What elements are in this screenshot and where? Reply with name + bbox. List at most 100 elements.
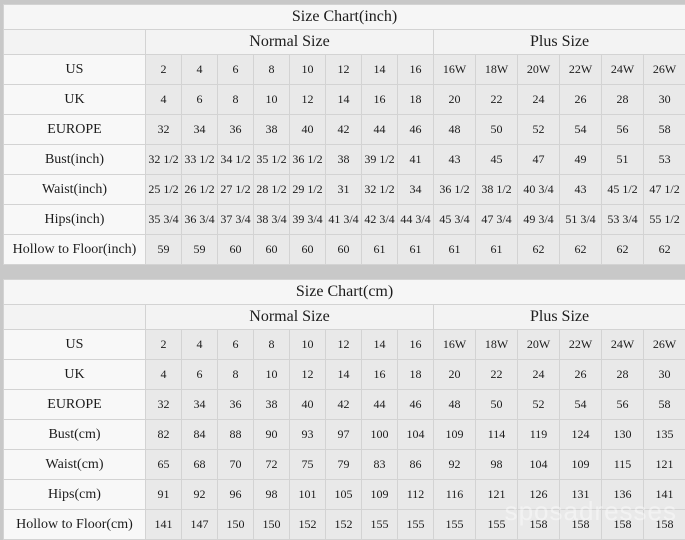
size-value-cell: 93 — [290, 420, 326, 450]
size-value-cell: 62 — [560, 235, 602, 265]
size-value-cell: 158 — [644, 510, 685, 540]
size-value-cell: 22W — [560, 330, 602, 360]
size-value-cell: 28 1/2 — [254, 175, 290, 205]
size-value-cell: 28 — [602, 360, 644, 390]
size-value-cell: 6 — [218, 55, 254, 85]
size-value-cell: 18 — [398, 360, 434, 390]
size-value-cell: 98 — [476, 450, 518, 480]
size-value-cell: 61 — [476, 235, 518, 265]
size-value-cell: 27 1/2 — [218, 175, 254, 205]
row-label: Bust(inch) — [4, 145, 146, 175]
size-value-cell: 155 — [434, 510, 476, 540]
size-value-cell: 82 — [146, 420, 182, 450]
size-value-cell: 4 — [182, 55, 218, 85]
size-value-cell: 12 — [290, 85, 326, 115]
size-value-cell: 42 — [326, 115, 362, 145]
size-value-cell: 61 — [362, 235, 398, 265]
size-value-cell: 30 — [644, 360, 685, 390]
size-value-cell: 45 3/4 — [434, 205, 476, 235]
size-value-cell: 114 — [476, 420, 518, 450]
size-value-cell: 12 — [326, 55, 362, 85]
size-value-cell: 52 — [518, 115, 560, 145]
size-value-cell: 52 — [518, 390, 560, 420]
size-value-cell: 20W — [518, 330, 560, 360]
size-value-cell: 36 3/4 — [182, 205, 218, 235]
size-value-cell: 124 — [560, 420, 602, 450]
size-value-cell: 150 — [254, 510, 290, 540]
size-value-cell: 158 — [518, 510, 560, 540]
size-value-cell: 8 — [254, 55, 290, 85]
size-value-cell: 60 — [290, 235, 326, 265]
size-value-cell: 51 — [602, 145, 644, 175]
size-value-cell: 62 — [602, 235, 644, 265]
size-value-cell: 38 1/2 — [476, 175, 518, 205]
size-value-cell: 8 — [218, 85, 254, 115]
size-value-cell: 22W — [560, 55, 602, 85]
size-value-cell: 26 — [560, 360, 602, 390]
size-value-cell: 109 — [362, 480, 398, 510]
size-value-cell: 24 — [518, 85, 560, 115]
size-value-cell: 116 — [434, 480, 476, 510]
size-value-cell: 86 — [398, 450, 434, 480]
size-value-cell: 36 — [218, 115, 254, 145]
size-value-cell: 152 — [290, 510, 326, 540]
size-value-cell: 119 — [518, 420, 560, 450]
size-value-cell: 98 — [254, 480, 290, 510]
size-value-cell: 22 — [476, 360, 518, 390]
size-value-cell: 39 1/2 — [362, 145, 398, 175]
size-value-cell: 50 — [476, 115, 518, 145]
row-label: Hollow to Floor(inch) — [4, 235, 146, 265]
size-value-cell: 35 3/4 — [146, 205, 182, 235]
size-value-cell: 20 — [434, 85, 476, 115]
size-value-cell: 109 — [560, 450, 602, 480]
size-value-cell: 16 — [362, 360, 398, 390]
size-value-cell: 42 — [326, 390, 362, 420]
group-header: Plus Size — [434, 305, 685, 330]
size-value-cell: 26 — [560, 85, 602, 115]
size-value-cell: 101 — [290, 480, 326, 510]
size-value-cell: 61 — [398, 235, 434, 265]
size-value-cell: 158 — [560, 510, 602, 540]
size-value-cell: 58 — [644, 115, 685, 145]
size-value-cell: 62 — [518, 235, 560, 265]
size-value-cell: 16W — [434, 55, 476, 85]
size-value-cell: 48 — [434, 390, 476, 420]
size-value-cell: 91 — [146, 480, 182, 510]
size-value-cell: 40 — [290, 115, 326, 145]
row-label: Waist(cm) — [4, 450, 146, 480]
size-value-cell: 100 — [362, 420, 398, 450]
corner-cell — [4, 305, 146, 330]
size-value-cell: 44 — [362, 390, 398, 420]
size-value-cell: 28 — [602, 85, 644, 115]
size-value-cell: 45 1/2 — [602, 175, 644, 205]
size-value-cell: 112 — [398, 480, 434, 510]
size-value-cell: 16 — [362, 85, 398, 115]
size-value-cell: 22 — [476, 85, 518, 115]
size-value-cell: 37 3/4 — [218, 205, 254, 235]
size-value-cell: 29 1/2 — [290, 175, 326, 205]
size-value-cell: 46 — [398, 115, 434, 145]
size-value-cell: 41 — [398, 145, 434, 175]
size-value-cell: 43 — [560, 175, 602, 205]
size-value-cell: 47 — [518, 145, 560, 175]
size-value-cell: 43 — [434, 145, 476, 175]
row-label: EUROPE — [4, 390, 146, 420]
size-value-cell: 32 — [146, 390, 182, 420]
size-value-cell: 26W — [644, 330, 685, 360]
size-value-cell: 38 — [254, 115, 290, 145]
size-value-cell: 70 — [218, 450, 254, 480]
size-value-cell: 20 — [434, 360, 476, 390]
size-value-cell: 92 — [434, 450, 476, 480]
row-label: EUROPE — [4, 115, 146, 145]
size-value-cell: 20W — [518, 55, 560, 85]
size-value-cell: 96 — [218, 480, 254, 510]
size-value-cell: 18W — [476, 330, 518, 360]
size-value-cell: 42 3/4 — [362, 205, 398, 235]
size-value-cell: 38 — [326, 145, 362, 175]
